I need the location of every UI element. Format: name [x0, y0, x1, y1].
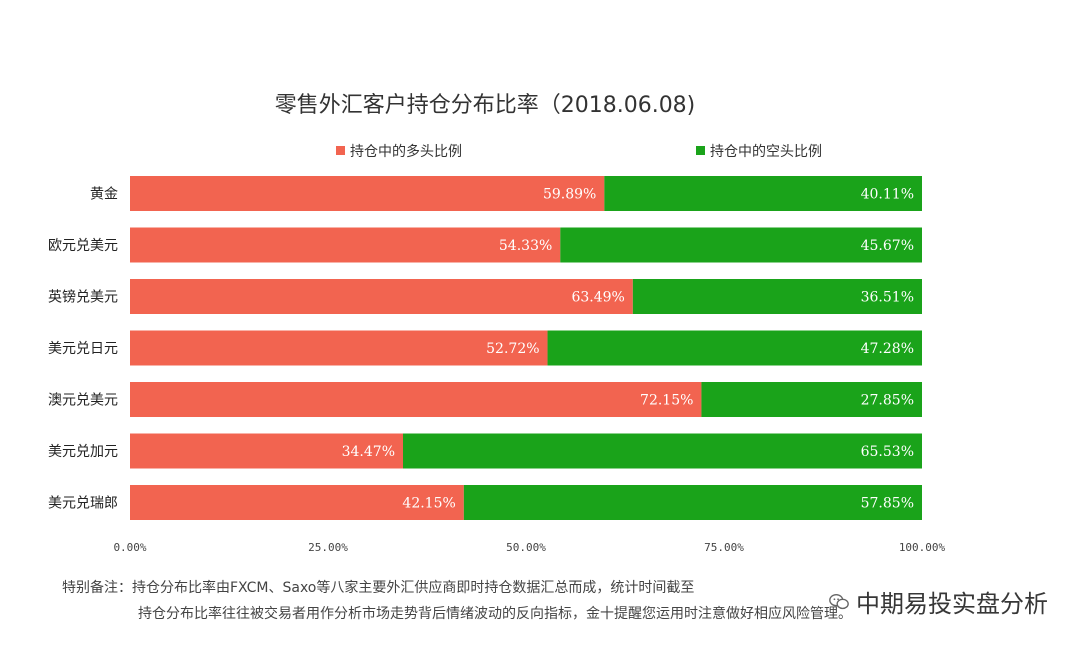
bar-long — [130, 433, 404, 469]
legend-label-2: 持仓中的空头比例 — [710, 144, 822, 160]
wechat-icon — [829, 593, 849, 609]
data-label: 47.28% — [861, 341, 914, 357]
category-label: 美元兑瑞郎 — [48, 496, 118, 512]
data-label: 54.33% — [499, 238, 552, 254]
category-label: 欧元兑美元 — [48, 238, 118, 254]
data-label: 57.85% — [861, 496, 914, 512]
category-label: 黄金 — [90, 186, 118, 203]
bar-short — [632, 279, 922, 314]
bar-short — [560, 227, 922, 263]
legend-swatch-1 — [336, 146, 345, 155]
data-label: 65.53% — [861, 444, 914, 460]
legend-swatch-2 — [696, 146, 705, 155]
bar-short — [701, 382, 922, 417]
category-label: 美元兑日元 — [48, 341, 118, 357]
data-label: 45.67% — [861, 238, 914, 254]
x-axis: 0.00% 25.00% 50.00% 75.00% 100.00% — [113, 541, 945, 554]
bar-long — [130, 330, 548, 366]
footnote-line-2: 持仓分布比率往往被交易者用作分析市场走势背后情绪波动的反向指标，金十提醒您运用时… — [138, 606, 852, 622]
category-label: 英镑兑美元 — [48, 289, 118, 306]
data-label: 40.11% — [861, 187, 914, 203]
bar-long — [130, 176, 605, 211]
chart-title: 零售外汇客户持仓分布比率（2018.06.08) — [275, 93, 696, 118]
legend-label-1: 持仓中的多头比例 — [350, 143, 462, 160]
category-label: 澳元兑美元 — [48, 393, 118, 409]
bar-long — [130, 279, 633, 314]
x-tick-label: 0.00% — [113, 541, 146, 554]
bar-long — [130, 382, 702, 417]
data-label: 52.72% — [486, 341, 539, 357]
legend: 持仓中的多头比例 持仓中的空头比例 — [336, 143, 822, 160]
watermark: 中期易投实盘分析 — [828, 584, 1048, 619]
data-label: 42.15% — [402, 496, 455, 512]
bar-short — [547, 330, 922, 366]
watermark-text: 中期易投实盘分析 — [856, 590, 1048, 618]
bar-short — [403, 433, 922, 469]
x-tick-label: 50.00% — [506, 541, 546, 554]
data-label: 59.89% — [543, 187, 596, 203]
data-label: 63.49% — [571, 290, 624, 306]
bar-short — [604, 176, 922, 211]
bars: 59.89% 40.11% 54.33% 45.67% 63.49% 36.51% 52.7… — [130, 176, 922, 520]
x-tick-label: 75.00% — [704, 541, 744, 554]
x-tick-label: 25.00% — [308, 541, 348, 554]
data-label: 36.51% — [861, 290, 914, 306]
bar-long — [130, 227, 561, 263]
data-label: 34.47% — [342, 444, 395, 460]
bar-short — [463, 485, 922, 520]
data-label: 27.85% — [861, 393, 914, 409]
data-label: 72.15% — [640, 393, 693, 409]
footnote-line-1: 特别备注：持仓分布比率由FXCM、Saxo等八家主要外汇供应商即时持仓数据汇总而… — [62, 580, 695, 596]
bar-long — [130, 485, 464, 520]
x-tick-label: 100.00% — [899, 541, 946, 554]
chart-area: 零售外汇客户持仓分布比率（2018.06.08) 持仓中的多头比例 持仓中的空头比… — [48, 93, 946, 554]
category-label: 美元兑加元 — [48, 444, 118, 460]
